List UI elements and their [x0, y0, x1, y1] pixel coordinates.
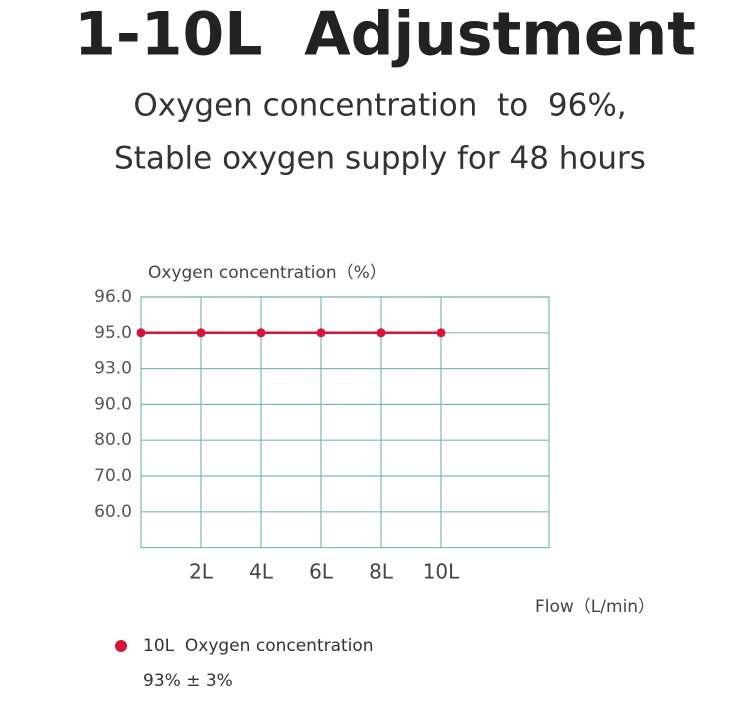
y-tick-label: 80.0	[94, 430, 132, 450]
chart-title: 1-10L Adjustment	[74, 0, 696, 70]
y-axis-label: Oxygen concentration（%）	[148, 263, 387, 283]
x-tick-label: 2L	[189, 560, 214, 584]
x-tick-label: 6L	[309, 560, 334, 584]
data-point	[436, 328, 446, 338]
y-tick-label: 96.0	[94, 287, 132, 307]
data-point	[136, 328, 146, 338]
y-tick-label: 95.0	[94, 323, 132, 343]
subtitle: Stable oxygen supply for 48 hours	[114, 141, 646, 177]
y-tick-label: 90.0	[94, 394, 132, 414]
y-tick-label: 60.0	[94, 502, 132, 522]
data-point	[256, 328, 266, 338]
x-tick-label: 10L	[423, 560, 460, 584]
x-tick-label: 4L	[249, 560, 274, 584]
x-tick-label: 8L	[369, 560, 394, 584]
legend-marker	[115, 640, 127, 652]
data-point	[316, 328, 326, 338]
annotation: 93% ± 3%	[143, 671, 233, 691]
subtitle: Oxygen concentration to 96%,	[133, 88, 626, 124]
data-point	[196, 328, 206, 338]
x-axis-label: Flow（L/min）	[535, 597, 655, 617]
legend-label: 10L Oxygen concentration	[143, 636, 374, 656]
plot-frame	[140, 296, 550, 549]
y-tick-label: 93.0	[94, 359, 132, 379]
y-tick-label: 70.0	[94, 466, 132, 486]
data-point	[376, 328, 386, 338]
